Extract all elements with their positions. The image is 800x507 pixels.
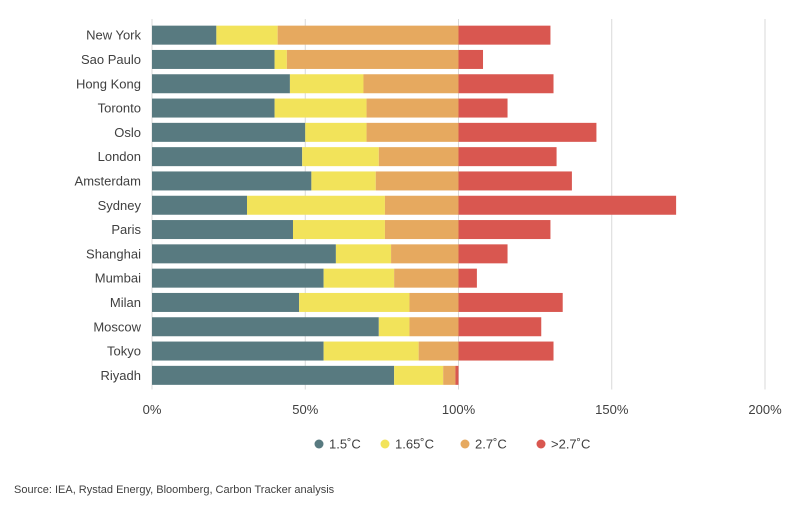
category-label: Shanghai — [86, 246, 141, 261]
category-label: Hong Kong — [76, 76, 141, 91]
category-label: Toronto — [98, 101, 141, 116]
bar-segment — [458, 25, 551, 45]
x-tick-label: 0% — [143, 402, 162, 417]
bar-segment — [152, 98, 275, 118]
bar-segment — [152, 122, 306, 142]
bar-segment — [152, 292, 300, 312]
bar-segment — [378, 317, 410, 337]
bar-segment — [366, 98, 459, 118]
legend-label: >2.7˚C — [551, 437, 590, 452]
stacked-bar-chart: New York Sao Paulo Hong Kong Toronto Oslo Lon… — [75, 19, 782, 452]
bar-segment — [458, 98, 508, 118]
bar-segment — [458, 74, 554, 94]
bar-segment — [375, 171, 459, 191]
category-label: Tokyo — [107, 344, 141, 359]
category-label: Milan — [110, 295, 141, 310]
category-label: London — [98, 149, 141, 164]
legend-marker — [314, 439, 324, 449]
bar-segment — [302, 147, 379, 167]
bar-segment — [299, 292, 410, 312]
bar-segment — [277, 25, 459, 45]
bar-segment — [323, 268, 395, 288]
bar-segment — [384, 195, 459, 215]
category-label: New York — [86, 28, 141, 43]
x-tick-label: 150% — [595, 402, 629, 417]
bar-segment — [384, 220, 459, 240]
legend: 1.5˚C 1.65˚C 2.7˚C >2.7˚C — [314, 437, 590, 452]
bar-segment — [152, 195, 248, 215]
bar-segment — [391, 244, 459, 264]
bar-segment — [458, 220, 551, 240]
bar-segment — [458, 268, 477, 288]
bar-segment — [152, 317, 379, 337]
bar-segment — [458, 122, 597, 142]
bar-segment — [409, 317, 459, 337]
bar-segment — [289, 74, 364, 94]
bar-segment — [394, 365, 444, 385]
legend-label: 1.5˚C — [329, 437, 361, 452]
legend-label: 1.65˚C — [395, 437, 434, 452]
bar-segment — [274, 49, 287, 69]
category-label: Amsterdam — [75, 173, 141, 188]
bar-segment — [455, 365, 459, 385]
bar-segment — [152, 147, 303, 167]
bar-segment — [443, 365, 456, 385]
x-tick-label: 200% — [748, 402, 782, 417]
bar-segment — [458, 292, 563, 312]
category-label: Moscow — [93, 319, 141, 334]
bar-segment — [458, 317, 542, 337]
bar-segment — [152, 365, 395, 385]
bar-segment — [458, 147, 557, 167]
bar-segment — [216, 25, 278, 45]
bar-segment — [363, 74, 459, 94]
legend-marker — [536, 439, 546, 449]
bar-segment — [323, 341, 419, 361]
category-labels: New York Sao Paulo Hong Kong Toronto Oslo Lon… — [75, 28, 142, 383]
bar-segment — [274, 98, 367, 118]
bar-segment — [418, 341, 459, 361]
category-label: Sydney — [98, 198, 142, 213]
legend-marker — [460, 439, 470, 449]
bar-segment — [152, 341, 324, 361]
source-note: Source: IEA, Rystad Energy, Bloomberg, C… — [14, 484, 335, 496]
x-tick-labels: 0% 50% 100% 150% 200% — [143, 402, 782, 417]
x-tick-label: 50% — [292, 402, 318, 417]
category-label: Riyadh — [101, 368, 141, 383]
bar-segment — [152, 25, 217, 45]
bar-segment — [152, 244, 336, 264]
bar-segment — [152, 171, 312, 191]
legend-label: 2.7˚C — [475, 437, 507, 452]
bar-segment — [152, 220, 293, 240]
category-label: Oslo — [114, 125, 141, 140]
category-label: Paris — [111, 222, 141, 237]
legend-marker — [380, 439, 390, 449]
bar-segment — [286, 49, 459, 69]
x-tick-label: 100% — [442, 402, 476, 417]
bar-segment — [292, 220, 385, 240]
category-label: Sao Paulo — [81, 52, 141, 67]
bar-segment — [409, 292, 459, 312]
bar-segment — [305, 122, 367, 142]
bars — [152, 25, 677, 385]
bar-segment — [152, 49, 275, 69]
bar-segment — [366, 122, 459, 142]
bar-segment — [378, 147, 459, 167]
bar-segment — [458, 341, 554, 361]
bar-segment — [458, 171, 572, 191]
bar-segment — [458, 195, 677, 215]
bar-segment — [152, 74, 290, 94]
bar-segment — [247, 195, 385, 215]
bar-segment — [311, 171, 376, 191]
category-label: Mumbai — [95, 271, 141, 286]
bar-segment — [152, 268, 324, 288]
bar-segment — [458, 49, 484, 69]
bar-segment — [335, 244, 392, 264]
bar-segment — [394, 268, 459, 288]
bar-segment — [458, 244, 508, 264]
